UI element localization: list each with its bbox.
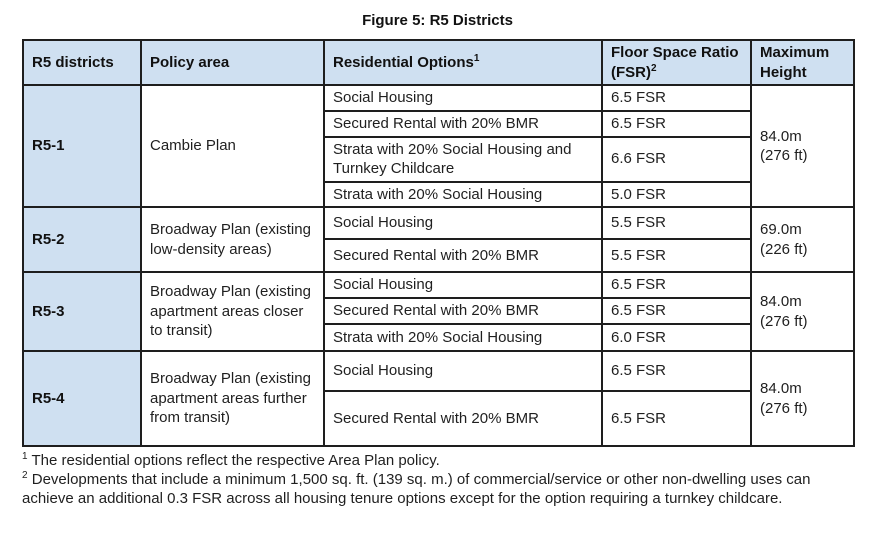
residential-option-cell: Secured Rental with 20% BMR [323,110,603,138]
header-r5-districts: R5 districts [22,39,142,86]
footnote-text: The residential options reflect the resp… [31,452,440,469]
table-row: R5-2 Broadway Plan (existing low-density… [22,206,855,273]
fsr-cell: 5.5 FSR [601,206,752,240]
residential-option-cell: Social Housing [323,271,603,299]
district-cell-r5-1: R5-1 [22,84,142,208]
table-row: R5-3 Broadway Plan (existing apartment a… [22,271,855,352]
table-row: R5-1 Cambie Plan Social Housing 6.5 FSR … [22,84,855,208]
table-row: Secured Rental with 20% BMR 6.5 FSR [23,297,854,325]
footnotes: 1 The residential options reflect the re… [22,451,854,509]
header-label: Policy area [150,53,230,71]
footnote-marker: 2 [22,470,28,482]
table-row: Secured Rental with 20% BMR 6.5 FSR [23,110,854,138]
max-height-cell: 69.0m (226 ft) [750,206,855,273]
header-label: R5 districts [32,53,114,71]
residential-option-cell: Secured Rental with 20% BMR [323,390,603,447]
header-residential-options: Residential Options1 [323,39,603,86]
max-height-cell: 84.0m (276 ft) [750,350,855,447]
fsr-cell: 6.5 FSR [601,84,752,112]
residential-option-cell: Strata with 20% Social Housing and Turnk… [323,135,603,183]
footnote-text: Developments that include a minimum 1,50… [22,471,811,508]
figure-title: Figure 5: R5 Districts [362,12,513,29]
residential-option-cell: Strata with 20% Social Housing [323,180,603,208]
max-height-cell: 84.0m (276 ft) [750,84,855,208]
table-row: Strata with 20% Social Housing and Turnk… [23,135,854,183]
table-row: R5-4 Broadway Plan (existing apartment a… [22,350,855,447]
fsr-cell: 6.5 FSR [601,350,752,392]
max-height-feet: (276 ft) [760,147,808,164]
residential-option-cell: Secured Rental with 20% BMR [323,238,603,273]
max-height-metres: 69.0m [760,221,802,238]
residential-option-cell: Secured Rental with 20% BMR [323,297,603,325]
fsr-cell: 6.5 FSR [601,390,752,447]
fsr-cell: 6.5 FSR [601,110,752,138]
max-height-cell: 84.0m (276 ft) [750,271,855,352]
max-height-feet: (226 ft) [760,240,808,258]
header-superscript: 1 [473,52,480,64]
fsr-cell: 5.0 FSR [601,180,752,208]
table-header-row: R5 districts Policy area Residential Opt… [22,39,855,86]
policy-area-cell: Broadway Plan (existing apartment areas … [140,271,325,352]
header-superscript: 2 [651,62,657,74]
footnote-marker: 1 [22,451,28,462]
footnote-2: 2 Developments that include a minimum 1,… [22,470,854,508]
max-height-metres: 84.0m [760,127,802,145]
residential-option-cell: Strata with 20% Social Housing [323,323,603,352]
footnote-1: 1 The residential options reflect the re… [22,451,854,470]
header-maximum-height: Maximum Height [750,39,855,86]
district-cell-r5-4: R5-4 [22,350,142,447]
max-height-feet: (276 ft) [760,312,808,330]
table-row: Strata with 20% Social Housing 6.0 FSR [23,323,854,352]
table-row: Secured Rental with 20% BMR 5.5 FSR [23,238,854,273]
fsr-cell: 5.5 FSR [601,238,752,273]
header-label: Floor Space Ratio (FSR) [611,44,739,81]
header-policy-area: Policy area [140,39,325,86]
fsr-cell: 6.5 FSR [601,271,752,299]
max-height-feet: (276 ft) [760,399,808,417]
policy-area-cell: Broadway Plan (existing low-density area… [140,206,325,273]
residential-option-cell: Social Housing [323,206,603,240]
r5-districts-table: R5 districts Policy area Residential Opt… [22,39,855,447]
residential-option-cell: Social Housing [323,84,603,112]
max-height-metres: 84.0m [760,380,802,397]
header-floor-space-ratio: Floor Space Ratio (FSR)2 [601,39,752,86]
policy-area-cell: Cambie Plan [140,84,325,208]
header-label: Maximum Height [760,44,830,81]
policy-area-cell: Broadway Plan (existing apartment areas … [140,350,325,447]
header-label: Residential Options [333,53,474,71]
fsr-cell: 6.0 FSR [601,323,752,352]
district-cell-r5-2: R5-2 [22,206,142,273]
fsr-cell: 6.6 FSR [601,135,752,183]
district-cell-r5-3: R5-3 [22,271,142,352]
residential-option-cell: Social Housing [323,350,603,392]
table-row: Secured Rental with 20% BMR 6.5 FSR [23,390,854,447]
max-height-metres: 84.0m [760,293,802,310]
fsr-cell: 6.5 FSR [601,297,752,325]
